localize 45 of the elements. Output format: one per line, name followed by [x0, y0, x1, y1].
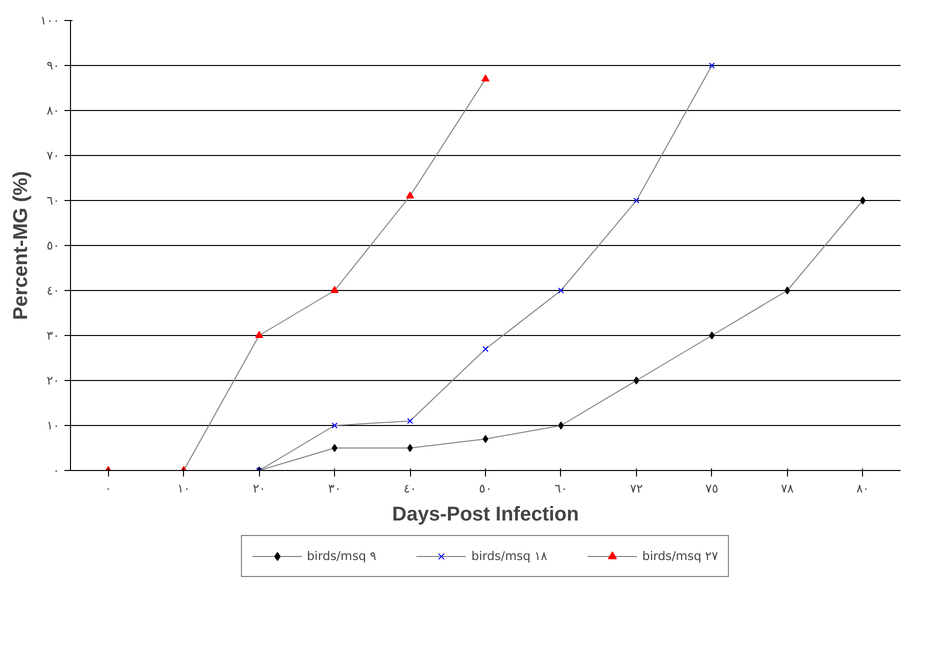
x-tick-label: ٧٥ [705, 482, 718, 496]
y-tick-label: ١٠ [46, 418, 60, 432]
point [784, 286, 790, 294]
point [330, 286, 339, 294]
legend-label: birds/msq ٢٧ [642, 548, 718, 562]
y-tick-label: ٥٠ [46, 238, 60, 252]
point [558, 288, 564, 294]
x-tick-label: ٧٨ [780, 482, 794, 496]
x-tick-label: ٦٠ [554, 482, 568, 496]
point [255, 330, 264, 338]
y-axis-title: Percent-MG (%) [10, 171, 32, 320]
legend-label: birds/msq ٩ [306, 548, 376, 562]
x-tick-label: ٤٠ [404, 482, 416, 496]
point [709, 332, 715, 340]
y-tick-label: ٢٠ [46, 374, 60, 388]
point [332, 444, 338, 452]
point [482, 74, 490, 82]
point [482, 435, 488, 443]
y-tick-label: ٨٠ [46, 104, 60, 118]
y-tick-label: ٠ [53, 464, 60, 478]
y-tick-label: ٦٠ [46, 194, 60, 208]
point [407, 444, 413, 452]
x-tick-label: ٥٠ [479, 482, 492, 496]
legend-label: birds/msq ١٨ [471, 548, 548, 562]
point [558, 422, 564, 430]
point [708, 62, 715, 68]
x-tick-label: ٢٠ [252, 482, 266, 496]
point [860, 196, 866, 204]
x-tick-label: ٨٠ [856, 482, 870, 496]
point [406, 191, 414, 199]
point [407, 418, 414, 424]
x-tick-label: ٧٢ [630, 482, 643, 496]
y-tick-label: ٩٠ [46, 58, 60, 72]
point [332, 422, 338, 428]
x-axis-title: Days-Post Infection [392, 504, 579, 526]
x-tick-label: ٠ [105, 482, 112, 496]
x-tick-label: ٣٠ [328, 482, 342, 496]
point [482, 346, 488, 352]
x-tick-label: ١٠ [177, 482, 190, 496]
y-tick-label: ٤٠ [46, 284, 60, 298]
y-tick-label: ٣٠ [46, 328, 60, 342]
y-tick-label: ٧٠ [46, 148, 60, 162]
y-tick-label: ١٠٠ [40, 14, 60, 28]
point [634, 376, 640, 384]
point [633, 198, 640, 204]
